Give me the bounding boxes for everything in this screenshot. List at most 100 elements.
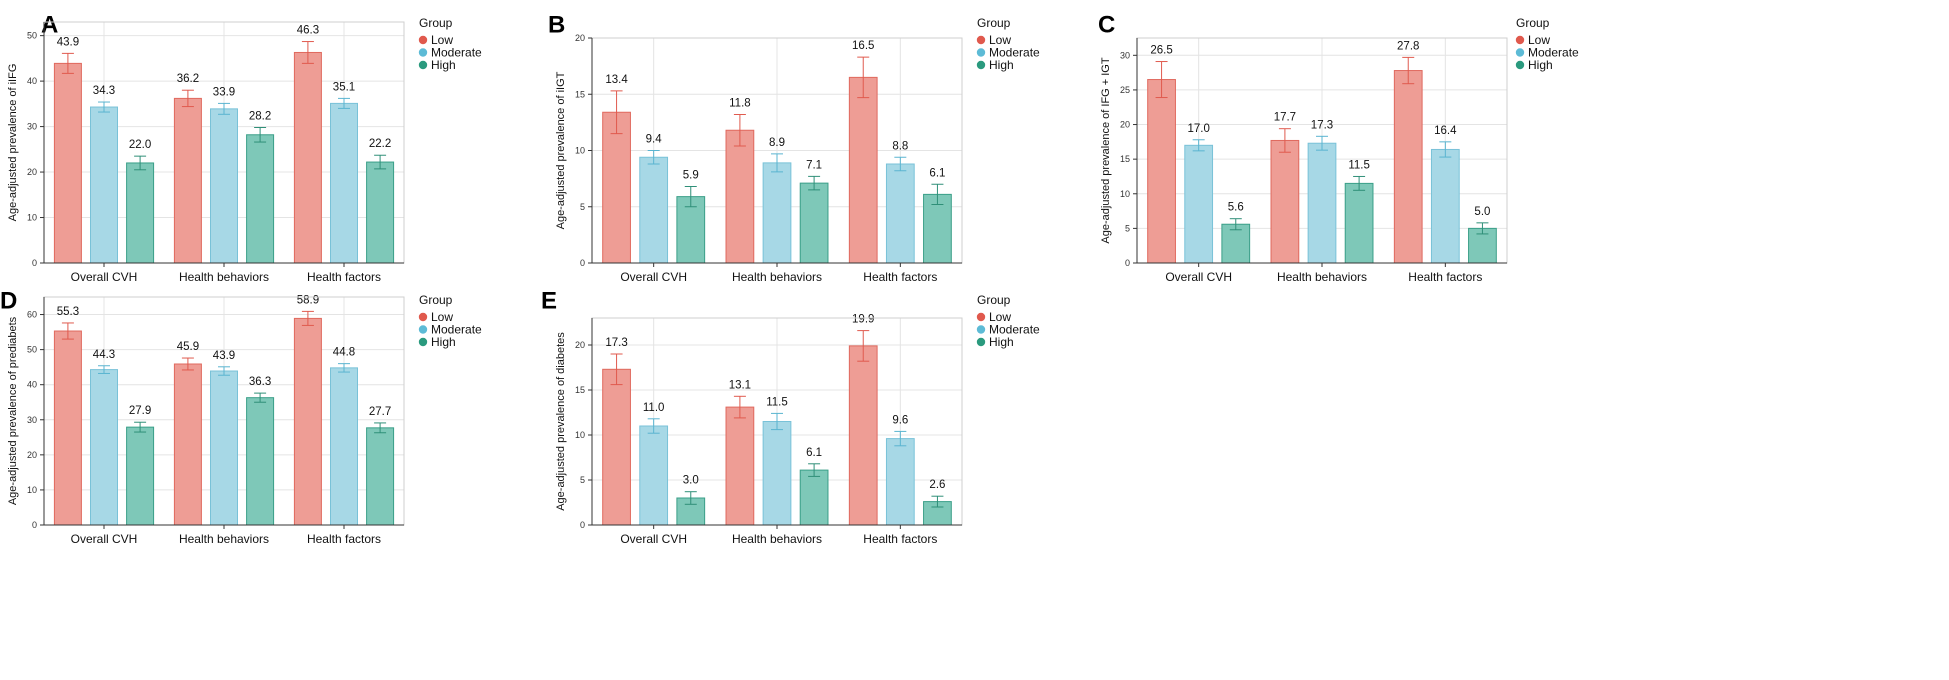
bar-high	[246, 397, 275, 526]
x-tick-label: Overall CVH	[1165, 270, 1232, 284]
data-label: 43.9	[57, 36, 79, 48]
x-tick-label: Health factors	[307, 270, 381, 284]
legend-label-low: Low	[1528, 33, 1550, 47]
y-ticks: 0 10 20 30 40 50	[27, 31, 44, 268]
data-label: 5.9	[683, 170, 699, 182]
data-label: 3.0	[683, 475, 699, 487]
y-ticks: 0 5 10 15 20	[575, 33, 592, 268]
y-axis-label: Age-adjusted prevalence of diabetes	[555, 332, 567, 511]
legend-label-high: High	[989, 58, 1014, 72]
bar-low	[848, 345, 878, 526]
y-axis-label: Age-adjusted prevalence of IFG + IGT	[1100, 57, 1112, 243]
panel-d: D 55.3 45.9 58.9 44.3 43.9 44.8 27.9 36.3 27.7 0 10…	[0, 287, 482, 546]
y-tick-label: 40	[27, 380, 37, 390]
bar-low	[1147, 79, 1176, 264]
x-ticks: Overall CVH Health behaviors Health factor…	[71, 263, 381, 284]
bar-high	[799, 182, 829, 264]
bar-moderate	[90, 369, 118, 526]
data-label: 6.1	[929, 167, 945, 179]
x-tick-label: Health factors	[1408, 270, 1482, 284]
y-tick-label: 20	[575, 33, 585, 43]
data-label: 26.5	[1150, 45, 1172, 57]
y-tick-label: 5	[580, 202, 585, 212]
legend-marker-high	[418, 60, 428, 70]
bar-high	[799, 469, 829, 526]
x-ticks: Overall CVH Health behaviors Health factor…	[71, 525, 381, 546]
legend-label-low: Low	[431, 310, 453, 324]
bar-moderate	[330, 367, 358, 526]
data-label: 5.0	[1474, 206, 1490, 218]
legend-marker-low	[418, 312, 428, 322]
y-tick-label: 15	[575, 385, 585, 395]
y-axis-label: Age-adjusted prevalence of iIGT	[555, 71, 567, 229]
x-tick-label: Health behaviors	[732, 532, 822, 546]
y-tick-label: 20	[27, 450, 37, 460]
data-label: 44.8	[333, 347, 355, 359]
data-label: 6.1	[806, 447, 822, 459]
y-tick-label: 30	[27, 122, 37, 132]
y-axis-label: Age-adjusted prevalence of prediabets	[7, 316, 19, 505]
data-label: 16.4	[1434, 125, 1457, 137]
y-tick-label: 10	[27, 213, 37, 223]
data-label: 28.2	[249, 110, 271, 122]
bar-low	[602, 368, 631, 526]
bar-low	[1393, 70, 1423, 264]
y-tick-label: 15	[575, 89, 585, 99]
data-label: 27.9	[129, 405, 151, 417]
panel-c: C 26.5 17.7 27.8 17.0 17.3 16.4 5.6 11.5 5.0 0 5 10 1…	[1098, 11, 1579, 284]
bar-low	[293, 51, 322, 264]
x-tick-label: Health behaviors	[179, 270, 269, 284]
legend-marker-moderate	[976, 325, 986, 334]
x-tick-label: Overall CVH	[71, 270, 138, 284]
bar-moderate	[885, 438, 915, 526]
data-label: 36.3	[249, 376, 271, 388]
legend-marker-low	[976, 35, 986, 45]
panel-e: E 17.3 13.1 19.9 11.0 11.5 9.6 3.0 6.1 2.6 0 5 10 15 2…	[541, 287, 1040, 546]
data-label: 7.1	[806, 159, 822, 171]
data-label: 11.5	[1348, 159, 1370, 171]
y-tick-label: 10	[1120, 189, 1130, 199]
y-tick-label: 30	[1120, 50, 1130, 60]
legend-marker-low	[418, 35, 428, 45]
legend-label-moderate: Moderate	[1528, 46, 1579, 60]
y-tick-label: 10	[27, 485, 37, 495]
data-label: 19.9	[852, 314, 874, 326]
bar-moderate	[210, 108, 238, 264]
bars: 26.5 17.7 27.8 17.0 17.3 16.4 5.6 11.5 5.0	[1147, 40, 1497, 264]
legend-title: Group	[1516, 16, 1550, 30]
y-tick-label: 10	[575, 146, 585, 156]
bar-low	[173, 363, 202, 526]
y-tick-label: 20	[27, 167, 37, 177]
data-label: 27.8	[1397, 40, 1419, 52]
x-tick-label: Health behaviors	[1277, 270, 1367, 284]
bar-low	[602, 111, 631, 264]
data-label: 2.6	[929, 479, 945, 491]
data-label: 44.3	[93, 349, 115, 361]
legend-title: Group	[977, 293, 1011, 307]
data-label: 46.3	[297, 25, 319, 37]
legend-label-high: High	[431, 335, 456, 349]
bar-high	[676, 196, 706, 264]
data-label: 17.0	[1187, 123, 1209, 135]
data-label: 34.3	[93, 85, 115, 97]
data-label: 8.9	[769, 137, 785, 149]
y-tick-label: 0	[580, 258, 585, 268]
bar-low	[725, 406, 755, 526]
bar-high	[126, 426, 155, 526]
y-axis-label: Age-adjusted prevalence of iIFG	[7, 64, 19, 222]
panel-b: B 13.4 11.8 16.5 9.4 8.9 8.8 5.9 7.1 6.1 0 5 10 15 20 O…	[548, 11, 1040, 284]
bar-low	[53, 330, 82, 526]
bar-moderate	[1184, 144, 1214, 264]
panel-letter: D	[0, 287, 17, 314]
bar-low	[725, 129, 755, 264]
bar-moderate	[1307, 142, 1337, 264]
x-ticks: Overall CVH Health behaviors Health factor…	[620, 525, 937, 546]
data-label: 55.3	[57, 306, 79, 318]
panel-letter: E	[541, 287, 557, 314]
panel-letter: A	[41, 11, 58, 38]
legend-marker-low	[976, 312, 986, 322]
data-label: 17.7	[1274, 112, 1296, 124]
legend-marker-moderate	[418, 48, 428, 57]
bars: 17.3 13.1 19.9 11.0 11.5 9.6 3.0 6.1 2.6	[602, 314, 952, 526]
